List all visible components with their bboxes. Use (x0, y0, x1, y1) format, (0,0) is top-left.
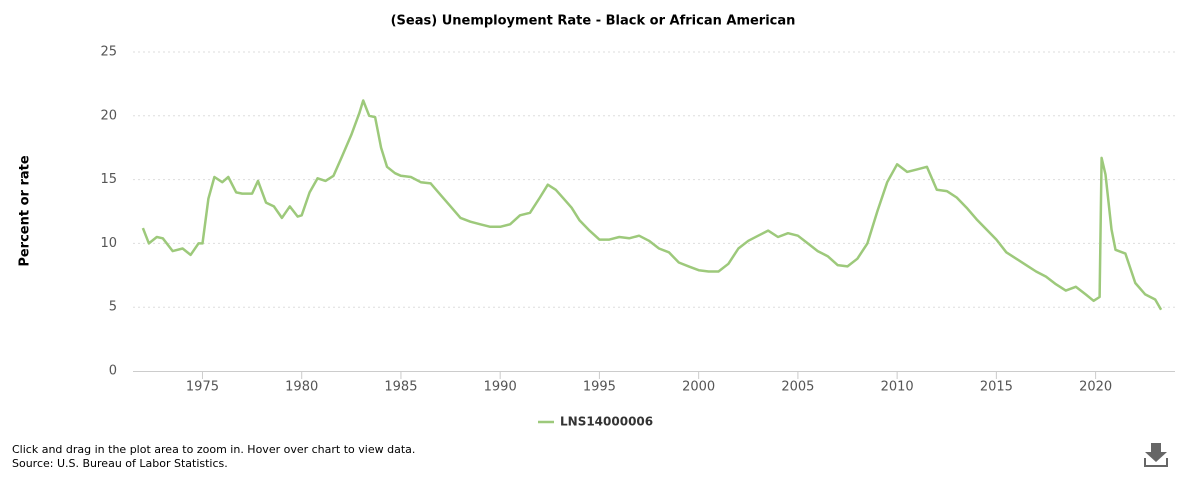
x-tick-label: 2020 (1079, 380, 1112, 395)
y-tick-label: 10 (100, 236, 117, 251)
x-tick-label: 1980 (285, 380, 318, 395)
x-tick-label: 2015 (980, 380, 1013, 395)
y-tick-label: 0 (109, 364, 117, 379)
chart-title: (Seas) Unemployment Rate - Black or Afri… (391, 14, 796, 29)
x-tick-label: 2010 (881, 380, 914, 395)
y-tick-label: 20 (100, 108, 117, 123)
legend-label: LNS14000006 (560, 415, 653, 429)
note: Source: U.S. Bureau of Labor Statistics. (12, 457, 228, 470)
x-tick-label: 2005 (781, 380, 814, 395)
x-tick-label: 1990 (484, 380, 517, 395)
y-axis-label: Percent or rate (18, 155, 33, 267)
x-tick-label: 1975 (186, 380, 219, 395)
x-tick-label: 1985 (384, 380, 417, 395)
download-button[interactable] (1144, 443, 1168, 467)
note: Click and drag in the plot area to zoom … (12, 443, 415, 456)
x-tick-label: 1995 (583, 380, 616, 395)
line-series (141, 99, 1163, 311)
y-tick-label: 15 (100, 172, 117, 187)
y-tick-label: 5 (109, 300, 117, 315)
y-tick-label: 25 (100, 45, 117, 60)
x-tick-label: 2000 (682, 380, 715, 395)
